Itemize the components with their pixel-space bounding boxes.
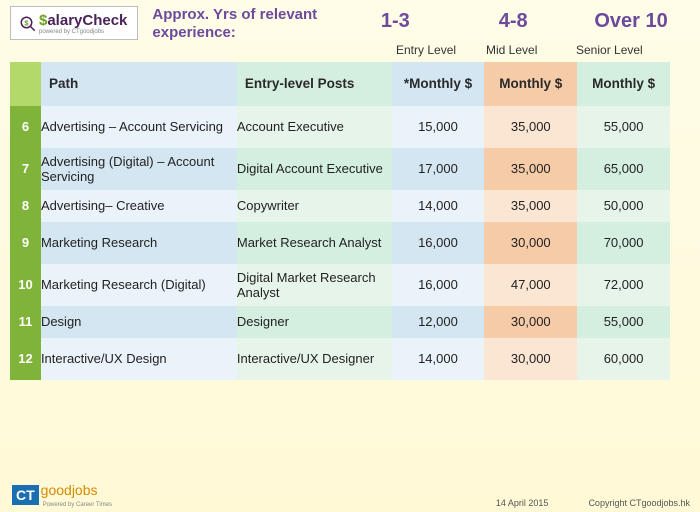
table-header-row: Path Entry-level Posts *Monthly $ Monthl… [10, 62, 670, 106]
table-row: 7Advertising (Digital) – Account Servici… [10, 148, 670, 190]
row-monthly-mid: 30,000 [484, 306, 577, 338]
row-post: Account Executive [237, 106, 392, 148]
level-senior: Senior Level [562, 44, 652, 58]
header: $ $alaryCheck powered by CTgoodjobs Appr… [0, 0, 700, 44]
row-monthly-mid: 47,000 [484, 264, 577, 306]
row-monthly-entry: 14,000 [392, 338, 485, 380]
header-num [10, 62, 41, 106]
row-path: Advertising– Creative [41, 190, 237, 222]
ct-box: CT [12, 485, 39, 505]
row-monthly-mid: 35,000 [484, 148, 577, 190]
row-monthly-senior: 50,000 [577, 190, 670, 222]
row-monthly-entry: 12,000 [392, 306, 485, 338]
ctgoodjobs-logo: CT goodjobs Powered by Career Times [12, 482, 112, 508]
table-row: 10Marketing Research (Digital)Digital Ma… [10, 264, 670, 306]
row-number: 7 [10, 148, 41, 190]
logo-text: $alaryCheck [39, 13, 127, 28]
footer-sub: Powered by Career Times [43, 502, 112, 508]
magnifier-icon: $ [19, 15, 37, 33]
row-path: Advertising (Digital) – Account Servicin… [41, 148, 237, 190]
row-monthly-mid: 35,000 [484, 190, 577, 222]
header-monthly-2: Monthly $ [484, 62, 577, 106]
row-post: Digital Market Research Analyst [237, 264, 392, 306]
row-path: Marketing Research [41, 222, 237, 264]
level-mid: Mid Level [472, 44, 562, 58]
row-number: 9 [10, 222, 41, 264]
row-monthly-mid: 30,000 [484, 338, 577, 380]
table-row: 11DesignDesigner12,00030,00055,000 [10, 306, 670, 338]
row-post: Market Research Analyst [237, 222, 392, 264]
row-number: 12 [10, 338, 41, 380]
experience-values: 1-3 4-8 Over 10 [336, 6, 690, 33]
row-number: 8 [10, 190, 41, 222]
svg-text:$: $ [24, 19, 29, 28]
table-row: 8Advertising– CreativeCopywriter14,00035… [10, 190, 670, 222]
experience-label: Approx. Yrs of relevant experience: [152, 6, 322, 42]
row-monthly-entry: 15,000 [392, 106, 485, 148]
table-row: 6Advertising – Account ServicingAccount … [10, 106, 670, 148]
row-monthly-senior: 70,000 [577, 222, 670, 264]
row-monthly-mid: 35,000 [484, 106, 577, 148]
row-post: Digital Account Executive [237, 148, 392, 190]
range-1-3: 1-3 [350, 10, 440, 33]
logo-sub: powered by CTgoodjobs [39, 29, 127, 35]
row-monthly-entry: 17,000 [392, 148, 485, 190]
footer-date: 14 April 2015 [496, 498, 549, 508]
row-monthly-senior: 55,000 [577, 306, 670, 338]
footer: CT goodjobs Powered by Career Times 14 A… [12, 482, 690, 508]
row-post: Designer [237, 306, 392, 338]
row-number: 11 [10, 306, 41, 338]
row-number: 10 [10, 264, 41, 306]
row-path: Marketing Research (Digital) [41, 264, 237, 306]
table-row: 9Marketing ResearchMarket Research Analy… [10, 222, 670, 264]
row-monthly-senior: 72,000 [577, 264, 670, 306]
header-monthly-1: *Monthly $ [392, 62, 485, 106]
page: $ $alaryCheck powered by CTgoodjobs Appr… [0, 0, 700, 512]
salarycheck-logo: $ $alaryCheck powered by CTgoodjobs [10, 6, 138, 40]
row-number: 6 [10, 106, 41, 148]
salary-table: Path Entry-level Posts *Monthly $ Monthl… [10, 62, 670, 380]
logo-name: alaryCheck [47, 12, 127, 29]
goodjobs-text: goodjobs [41, 482, 98, 498]
header-posts: Entry-level Posts [237, 62, 392, 106]
range-4-8: 4-8 [468, 10, 558, 33]
row-monthly-senior: 65,000 [577, 148, 670, 190]
level-entry: Entry Level [382, 44, 472, 58]
row-path: Advertising – Account Servicing [41, 106, 237, 148]
row-monthly-senior: 60,000 [577, 338, 670, 380]
row-monthly-entry: 16,000 [392, 264, 485, 306]
header-monthly-3: Monthly $ [577, 62, 670, 106]
row-path: Design [41, 306, 237, 338]
level-row: Entry Level Mid Level Senior Level [0, 44, 700, 58]
row-post: Copywriter [237, 190, 392, 222]
row-monthly-entry: 16,000 [392, 222, 485, 264]
row-monthly-entry: 14,000 [392, 190, 485, 222]
row-monthly-senior: 55,000 [577, 106, 670, 148]
row-path: Interactive/UX Design [41, 338, 237, 380]
row-post: Interactive/UX Designer [237, 338, 392, 380]
header-path: Path [41, 62, 237, 106]
footer-copyright: Copyright CTgoodjobs.hk [588, 498, 690, 508]
table-row: 12Interactive/UX DesignInteractive/UX De… [10, 338, 670, 380]
row-monthly-mid: 30,000 [484, 222, 577, 264]
range-over-10: Over 10 [586, 10, 676, 33]
